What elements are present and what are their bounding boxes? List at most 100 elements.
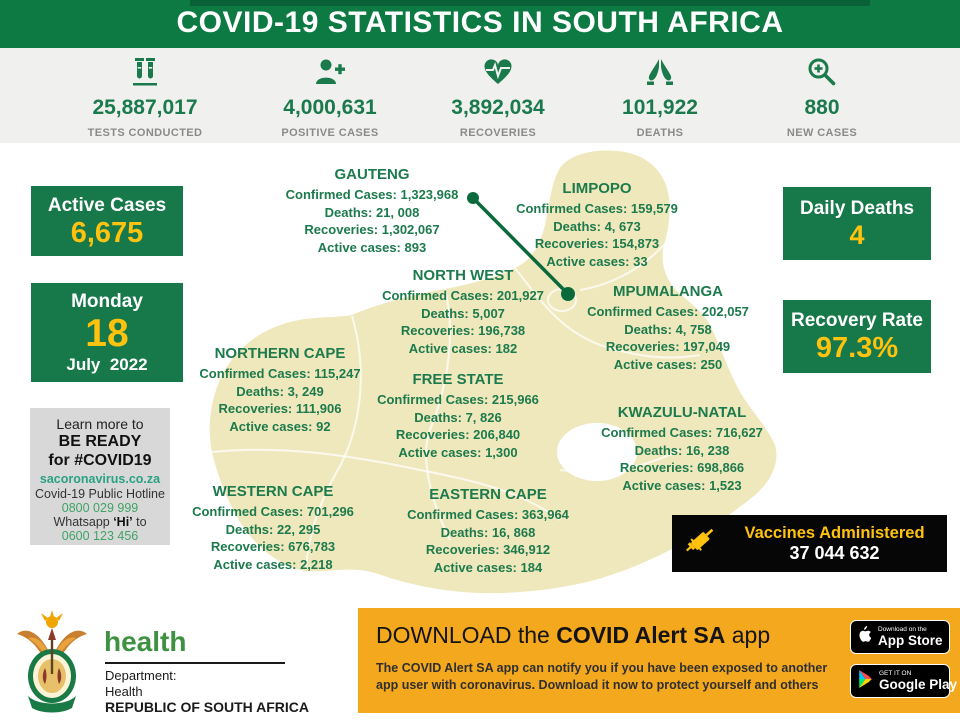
person-plus-icon xyxy=(313,55,347,89)
active-cases-card: Active Cases 6,675 xyxy=(31,186,183,256)
title-post: app xyxy=(725,622,771,648)
stat-positive-cases: 4,000,631 POSITIVE CASES xyxy=(240,55,420,139)
sacoronavirus-link[interactable]: sacoronavirus.co.za xyxy=(39,472,161,486)
header-top-stripe xyxy=(190,0,870,6)
province-confirmed: Confirmed Cases: 1,323,968 xyxy=(285,187,459,202)
dept-line-2: Health xyxy=(105,683,143,699)
footer: health Department: Health REPUBLIC OF SO… xyxy=(0,600,960,720)
province-recoveries: Recoveries: 196,738 xyxy=(400,323,526,338)
province-active: Active cases: 2,218 xyxy=(213,556,333,572)
province-deaths: Deaths: 7, 826 xyxy=(414,409,502,425)
province-stats-kwazulu-natal: KWAZULU-NATAL Confirmed Cases: 716,627 D… xyxy=(567,404,797,494)
stat-value: 3,892,034 xyxy=(451,96,545,119)
province-stats-western-cape: WESTERN CAPE Confirmed Cases: 701,296 De… xyxy=(158,483,388,573)
province-stats-limpopo: LIMPOPO Confirmed Cases: 159,579 Deaths:… xyxy=(482,180,712,270)
province-active: Active cases: 893 xyxy=(317,239,427,255)
stat-recoveries: 3,892,034 RECOVERIES xyxy=(408,55,588,139)
province-deaths: Deaths: 4, 673 xyxy=(553,218,641,234)
stat-value: 880 xyxy=(804,96,840,119)
province-recoveries: Recoveries: 676,783 xyxy=(210,539,336,554)
apple-icon xyxy=(858,626,872,648)
info-line-1: Learn more to xyxy=(56,416,144,432)
whatsapp-line: Whatsapp ‘Hi’ to xyxy=(30,515,170,529)
province-recoveries: Recoveries: 698,866 xyxy=(619,460,745,475)
province-deaths: Deaths: 16, 868 xyxy=(440,524,536,540)
whatsapp-pre: Whatsapp xyxy=(53,515,114,529)
province-deaths: Deaths: 4, 758 xyxy=(624,321,712,337)
province-name: NORTHERN CAPE xyxy=(214,345,346,362)
stat-value: 25,887,017 xyxy=(92,96,198,119)
covid-info-box: Learn more to BE READY for #COVID19 saco… xyxy=(30,408,170,545)
google-play-icon xyxy=(858,669,873,693)
appstore-tagline: Download on the xyxy=(878,626,927,633)
province-deaths: Deaths: 21, 008 xyxy=(324,204,420,220)
stat-label: POSITIVE CASES xyxy=(281,127,379,139)
app-banner-description: The COVID Alert SA app can notify you if… xyxy=(376,661,828,692)
province-confirmed: Confirmed Cases: 716,627 xyxy=(601,425,763,440)
province-name: EASTERN CAPE xyxy=(429,486,547,503)
stat-value: 101,922 xyxy=(622,96,698,119)
province-active: Active cases: 250 xyxy=(613,356,723,372)
province-active: Active cases: 1,523 xyxy=(622,477,742,493)
app-banner-title: DOWNLOAD the COVID Alert SA app xyxy=(376,622,770,649)
province-active: Active cases: 92 xyxy=(229,418,331,434)
province-name: MPUMALANGA xyxy=(613,283,723,300)
daily-deaths-label: Daily Deaths xyxy=(799,198,915,219)
app-store-badge[interactable]: Download on the App Store xyxy=(850,620,950,654)
recovery-rate-card: Recovery Rate 97.3% xyxy=(783,300,931,373)
stat-label: TESTS CONDUCTED xyxy=(87,127,203,139)
stat-value: 4,000,631 xyxy=(283,96,377,119)
province-recoveries: Recoveries: 154,873 xyxy=(534,236,660,251)
province-name: LIMPOPO xyxy=(562,180,632,197)
brand-divider xyxy=(105,662,285,664)
province-name: WESTERN CAPE xyxy=(212,483,334,500)
province-confirmed: Confirmed Cases: 202,057 xyxy=(587,304,749,319)
date-day-number: 18 xyxy=(85,312,129,355)
title-appname: COVID Alert SA xyxy=(556,622,726,648)
province-recoveries: Recoveries: 1,302,067 xyxy=(304,222,440,237)
province-name: KWAZULU-NATAL xyxy=(617,404,747,421)
stat-label: DEATHS xyxy=(636,127,684,139)
active-cases-label: Active Cases xyxy=(47,195,167,216)
stat-label: RECOVERIES xyxy=(459,127,537,139)
google-play-badge[interactable]: GET IT ON Google Play xyxy=(850,664,957,698)
province-stats-mpumalanga: MPUMALANGA Confirmed Cases: 202,057 Deat… xyxy=(553,283,783,373)
appstore-name: App Store xyxy=(878,633,943,648)
stat-deaths: 101,922 DEATHS xyxy=(570,55,750,139)
province-stats-free-state: FREE STATE Confirmed Cases: 215,966 Deat… xyxy=(343,371,573,461)
whatsapp-number: 0600 123 456 xyxy=(61,529,139,543)
province-stats-northern-cape: NORTHERN CAPE Confirmed Cases: 115,247 D… xyxy=(165,345,395,435)
province-deaths: Deaths: 16, 238 xyxy=(634,442,730,458)
daily-deaths-value: 4 xyxy=(849,220,865,250)
province-active: Active cases: 1,300 xyxy=(398,444,518,460)
vaccines-label: Vaccines Administered xyxy=(744,523,925,542)
stat-tests-conducted: 25,887,017 TESTS CONDUCTED xyxy=(55,55,235,139)
covid-alert-app-banner: DOWNLOAD the COVID Alert SA app The COVI… xyxy=(358,608,960,713)
hotline-number: 0800 029 999 xyxy=(61,501,139,515)
province-confirmed: Confirmed Cases: 363,964 xyxy=(407,507,569,522)
title-pre: DOWNLOAD the xyxy=(376,622,557,648)
vaccines-administered-card: Vaccines Administered 37 044 632 xyxy=(672,515,947,572)
province-recoveries: Recoveries: 206,840 xyxy=(395,427,521,442)
info-line-3: for #COVID19 xyxy=(48,452,152,469)
province-active: Active cases: 184 xyxy=(433,559,543,575)
syringe-icon xyxy=(672,520,730,567)
province-stats-eastern-cape: EASTERN CAPE Confirmed Cases: 363,964 De… xyxy=(373,486,603,576)
stat-new-cases: 880 NEW CASES xyxy=(732,55,912,139)
recovery-rate-label: Recovery Rate xyxy=(790,310,924,331)
date-card: Monday 18 July 2022 xyxy=(31,283,183,382)
province-confirmed: Confirmed Cases: 115,247 xyxy=(199,366,361,381)
hotline-label: Covid-19 Public Hotline xyxy=(35,487,165,501)
province-stats-gauteng: GAUTENG Confirmed Cases: 1,323,968 Death… xyxy=(257,166,487,256)
province-name: NORTH WEST xyxy=(412,267,514,284)
summary-stats-bar: 25,887,017 TESTS CONDUCTED 4,000,631 POS… xyxy=(0,48,960,143)
whatsapp-hi: ‘Hi’ xyxy=(113,515,133,529)
whatsapp-post: to xyxy=(132,515,147,529)
province-active: Active cases: 33 xyxy=(546,253,648,269)
recovery-rate-value: 97.3% xyxy=(815,332,899,364)
province-confirmed: Confirmed Cases: 201,927 xyxy=(382,288,544,303)
province-deaths: Deaths: 5,007 xyxy=(421,305,505,321)
date-day-name: Monday xyxy=(71,291,143,312)
